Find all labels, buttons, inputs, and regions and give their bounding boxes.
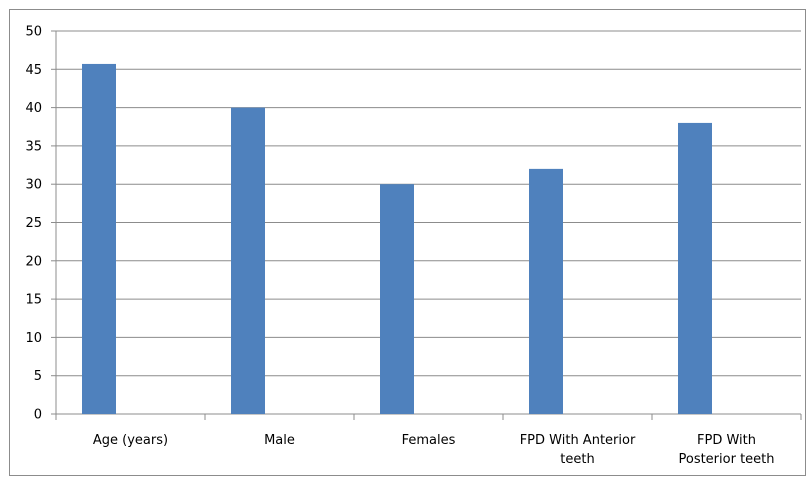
- x-category-label-line: Females: [402, 433, 456, 448]
- x-category-label-line: Male: [264, 433, 295, 448]
- x-category-label: FPD With Anterior teeth: [520, 433, 636, 467]
- x-category-label-line: Age (years): [93, 433, 168, 448]
- y-tick-label: 10: [25, 331, 42, 346]
- x-category-label-line: FPD With Anterior: [520, 433, 636, 448]
- y-tick-label: 40: [25, 101, 42, 116]
- bar: [380, 184, 414, 414]
- x-category-label-line: Posterior teeth: [678, 452, 774, 467]
- bar: [529, 168, 563, 414]
- y-tick-label: 30: [25, 178, 42, 193]
- y-tick-label: 5: [34, 369, 42, 384]
- bar: [82, 63, 116, 415]
- y-tick-label: 15: [25, 293, 42, 308]
- y-tick-label: 35: [25, 139, 42, 154]
- x-category-label: Male: [264, 433, 295, 448]
- x-category-label: FPD With Posterior teeth: [678, 433, 774, 467]
- x-category-label: Females: [402, 433, 456, 448]
- y-tick-label: 25: [25, 216, 42, 231]
- y-tick-label: 20: [25, 254, 42, 269]
- y-tick-label: 45: [25, 63, 42, 78]
- bar: [678, 122, 712, 415]
- bar: [231, 107, 265, 414]
- x-category-label-line: FPD With: [697, 433, 756, 448]
- y-tick-label: 50: [25, 25, 42, 40]
- x-category-label: Age (years): [93, 433, 168, 448]
- x-category-label-line: teeth: [560, 452, 594, 467]
- y-tick-label: 0: [34, 408, 42, 423]
